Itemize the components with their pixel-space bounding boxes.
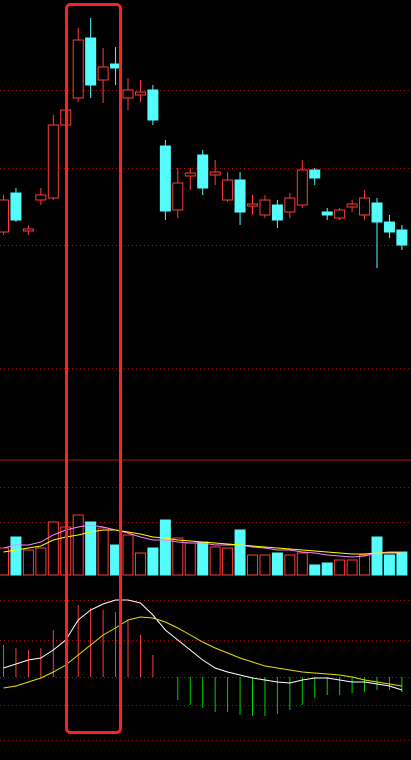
candle-body: [85, 37, 97, 86]
candle-body: [247, 203, 258, 207]
candle-body: [159, 145, 171, 212]
volume-bar: [134, 552, 146, 576]
candle-body: [396, 229, 408, 246]
candle-body: [47, 124, 59, 199]
candle-body: [296, 169, 308, 206]
volume-bar: [72, 514, 84, 576]
candle-body: [209, 171, 221, 176]
volume-bar: [85, 521, 97, 576]
volume-bar: [197, 541, 209, 576]
candle-body: [371, 202, 383, 223]
candle-body: [0, 199, 9, 233]
volume-bar: [97, 527, 109, 576]
candle-body: [10, 192, 22, 221]
candle-body: [35, 194, 47, 201]
candle-body: [122, 89, 134, 99]
candle-body: [184, 172, 196, 177]
candle-body: [259, 199, 271, 216]
indicator-line: [3, 524, 402, 558]
highlight-box: [65, 3, 122, 734]
candle-body: [271, 204, 283, 221]
volume-bar: [247, 554, 258, 576]
volume-bar: [159, 519, 171, 576]
candle-body: [334, 209, 346, 219]
volume-bar: [321, 562, 333, 576]
volume-bar: [296, 552, 308, 576]
volume-bar: [383, 554, 395, 576]
volume-bar: [334, 559, 346, 576]
volume-bar: [284, 554, 296, 576]
indicator-line: [3, 616, 402, 689]
indicator-line: [3, 599, 403, 691]
candle-body: [309, 169, 321, 179]
volume-bar: [10, 536, 22, 576]
volume-bar: [172, 537, 184, 576]
candle-body: [222, 179, 234, 201]
volume-bar: [122, 534, 134, 576]
candle-body: [197, 154, 209, 189]
volume-bar: [346, 559, 358, 576]
candle-body: [22, 228, 34, 232]
volume-bar: [222, 547, 234, 576]
candle-body: [321, 211, 333, 216]
candle-body: [147, 89, 159, 121]
candle-body: [359, 197, 371, 216]
volume-bar: [209, 546, 221, 576]
indicator-line: [3, 529, 402, 555]
volume-bar: [396, 551, 408, 576]
candle-body: [284, 197, 296, 213]
volume-bar: [309, 564, 321, 576]
volume-bar: [147, 547, 159, 576]
volume-bar: [259, 554, 271, 576]
candle-body: [72, 39, 84, 99]
volume-bar: [359, 554, 371, 576]
volume-bar: [234, 529, 246, 576]
candle-body: [346, 203, 358, 208]
candle-body: [172, 182, 184, 211]
candle-body: [97, 66, 109, 81]
volume-bar: [184, 542, 196, 576]
volume-bar: [371, 536, 383, 576]
volume-bar: [271, 552, 283, 576]
volume-bar: [22, 549, 34, 576]
plot: [0, 18, 411, 741]
candle-body: [134, 91, 146, 96]
volume-bar: [35, 547, 47, 576]
volume-bar: [47, 521, 59, 576]
candle-body: [234, 179, 246, 213]
candle-body: [383, 221, 395, 233]
